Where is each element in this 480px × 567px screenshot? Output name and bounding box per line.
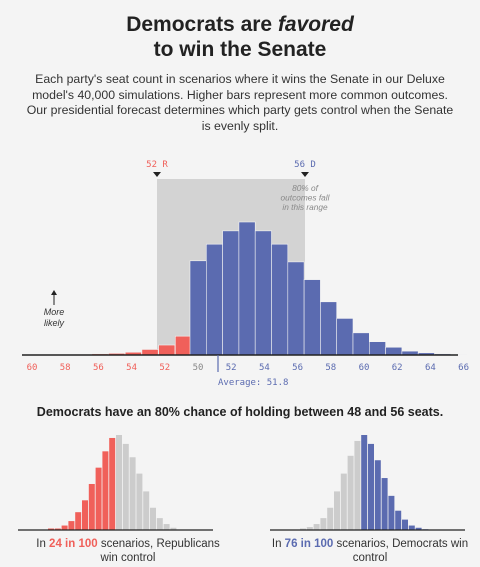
democratic-bar [238,221,256,356]
highlight-bar [402,519,408,530]
highlight-bar [395,510,402,530]
title-line1-pre: Democrats are [126,13,278,36]
highlight-bar [368,443,374,530]
highlight-bar [361,435,368,530]
highlight-bar [88,483,95,530]
ghost-bar [156,518,163,530]
highlight-bar [48,528,54,530]
ghost-bar [122,443,129,530]
democratic-control-histogram [270,435,465,531]
democratic-caption-post: scenarios, Democrats win control [333,538,469,564]
title-line2: to win the Senate [153,38,327,61]
ghost-bar [313,524,320,530]
title-favored: favored [277,13,354,36]
x-tick-label: 60 [359,363,370,373]
democratic-odds: 76 in 100 [284,538,334,550]
x-tick-label: 62 [392,363,403,373]
highlight-bar [54,528,61,530]
x-tick-label: 58 [325,363,336,373]
republican-bar [158,344,176,356]
highlight-bar [61,525,68,530]
x-tick-label: 60 [27,363,38,373]
republican-odds: 24 in 100 [49,538,98,550]
more-likely-arrowhead [51,290,57,295]
average-label: Average: 51.8 [218,378,288,388]
ghost-bar [300,528,306,530]
x-tick-label: 52 [159,363,170,373]
ghost-bar [327,507,334,530]
democratic-bar [254,230,272,356]
highlight-bar [415,527,422,530]
republican-bar [141,349,159,356]
highlight-bar [374,460,381,530]
ghost-bar [306,527,313,530]
highlight-bar [95,467,102,530]
democratic-bar [336,318,354,356]
highlight-bar [68,521,75,530]
democratic-bar [206,243,223,356]
x-tick-label: 52 [226,363,237,373]
chart-title: Democrats are favored to win the Senate [0,12,480,62]
x-tick-label: 54 [126,363,137,373]
democratic-caption: In 76 in 100 scenarios, Democrats win co… [270,537,470,565]
range-headline: Democrats have an 80% chance of holding … [36,405,444,419]
ghost-bar [136,473,143,530]
ghost-bar [354,440,361,530]
democratic-bar [368,341,386,356]
highlight-bar [82,500,88,530]
democratic-bar [385,346,403,356]
x-tick-label: 64 [425,363,436,373]
range-note: outcomes fall [281,193,331,203]
range-left-label: 52 R [146,160,168,170]
highlight-bar [408,525,415,530]
republican-caption: In 24 in 100 scenarios, Republicans win … [28,537,228,565]
more-likely-label: More [44,307,65,317]
ghost-bar [129,457,136,530]
ghost-bar [320,518,327,530]
highlight-bar [109,437,116,530]
more-likely-label: likely [44,318,65,328]
main-histogram: 60 58 56 54 52 50 52 54 56 58 60 62 64 66 52 R 56 D 80% … [22,160,480,388]
democratic-bar [352,332,370,356]
x-tick-label: 56 [93,363,104,373]
democratic-bar [287,261,305,356]
democratic-bar [189,260,207,356]
ghost-bar [340,473,347,530]
democratic-bar [222,230,240,356]
x-tick-label: 54 [259,363,270,373]
democratic-bar [303,279,321,356]
range-right-marker [301,172,309,177]
range-right-label: 56 D [294,160,316,170]
democratic-bar [320,301,337,356]
ghost-bar [116,435,122,530]
democratic-caption-pre: In [271,538,285,550]
republican-bar [175,335,192,356]
ghost-bar [334,491,340,530]
highlight-bar [388,495,395,530]
highlight-bar [381,478,388,530]
republican-caption-post: scenarios, Republicans win control [97,538,220,564]
ghost-bar [150,507,156,530]
x-tick-label: 66 [458,363,469,373]
ghost-bar [347,455,354,530]
ghost-bar [143,491,150,530]
ghost-bar [170,527,177,530]
range-left-marker [153,172,161,177]
chart-subtitle: Each party's seat count in scenarios whe… [26,72,454,133]
range-note: in this range [282,202,328,212]
republican-caption-pre: In [36,538,50,550]
x-tick-label: 58 [60,363,71,373]
republican-control-histogram [18,435,213,531]
democratic-bar [271,243,289,356]
x-tick-label: 50 [193,363,204,373]
range-note: 80% of [292,183,320,193]
highlight-bar [102,451,109,530]
ghost-bar [163,524,170,530]
highlight-bar [75,512,82,530]
x-tick-label: 56 [292,363,303,373]
